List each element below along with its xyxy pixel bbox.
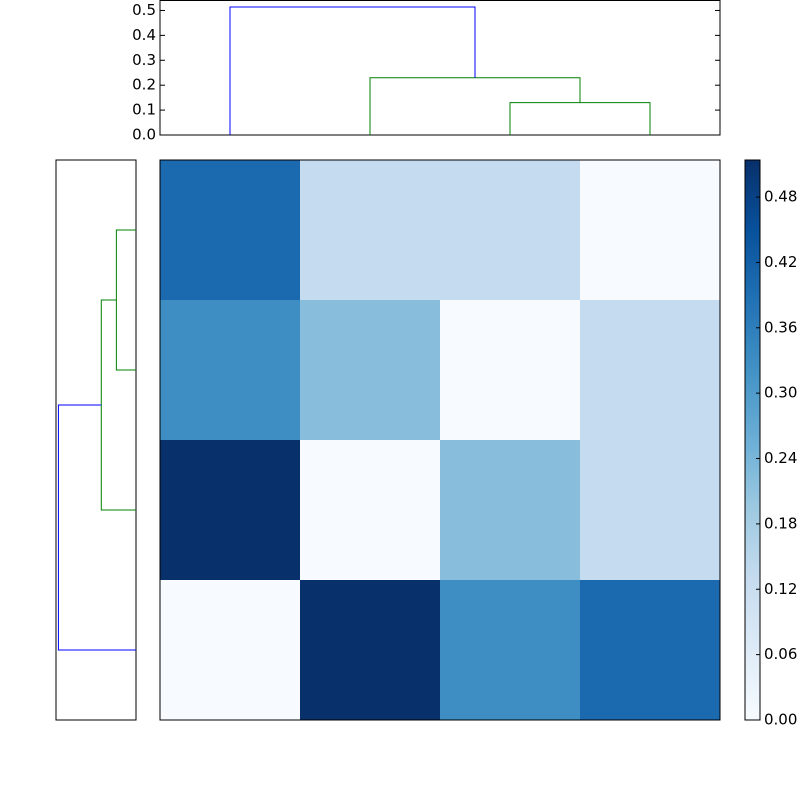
- y-tick-label: 0.3: [132, 51, 156, 69]
- y-tick-label: 0.5: [132, 1, 156, 19]
- colorbar-tick-label: 0.30: [764, 384, 797, 402]
- y-tick-label: 0.4: [132, 26, 156, 44]
- heatmap-cell: [440, 580, 581, 721]
- colorbar-tick-label: 0.42: [764, 253, 797, 271]
- heatmap-cell: [440, 160, 581, 301]
- colorbar-tick-label: 0.18: [764, 514, 797, 532]
- dendrogram-link: [57, 404, 136, 651]
- heatmap-cell: [160, 440, 301, 581]
- y-tick-label: 0.2: [132, 76, 156, 94]
- colorbar: [744, 159, 761, 721]
- heatmap-cell: [300, 440, 441, 581]
- dendrogram-link: [100, 299, 136, 511]
- colorbar-tick-label: 0.06: [764, 645, 797, 663]
- colorbar-tick-label: 0.36: [764, 318, 797, 336]
- axes-frame: [159, 0, 721, 136]
- y-tick-label: 0.0: [132, 126, 156, 144]
- heatmap-cell: [580, 440, 721, 581]
- axes-frame: [55, 159, 137, 721]
- heatmap-cell: [580, 300, 721, 441]
- y-tick-label: 0.1: [132, 101, 156, 119]
- axes-frame: [159, 159, 721, 721]
- heatmap-cell: [440, 300, 581, 441]
- heatmap-cell: [160, 300, 301, 441]
- dendrogram-link: [115, 229, 136, 371]
- heatmap-cell: [440, 440, 581, 581]
- heatmap-cell: [580, 160, 721, 301]
- dendrogram-link: [369, 77, 581, 135]
- heatmap-cell: [300, 580, 441, 721]
- dendrogram-link: [229, 6, 476, 135]
- heatmap-cell: [300, 160, 441, 301]
- colorbar-tick-label: 0.00: [764, 711, 797, 729]
- colorbar-tick-label: 0.48: [764, 188, 797, 206]
- heatmap-cell: [160, 580, 301, 721]
- colorbar-tick-label: 0.12: [764, 580, 797, 598]
- heatmap-cell: [160, 160, 301, 301]
- heatmap-cell: [580, 580, 721, 721]
- heatmap-cell: [300, 300, 441, 441]
- dendrogram-link: [509, 102, 651, 135]
- colorbar-tick-label: 0.24: [764, 449, 797, 467]
